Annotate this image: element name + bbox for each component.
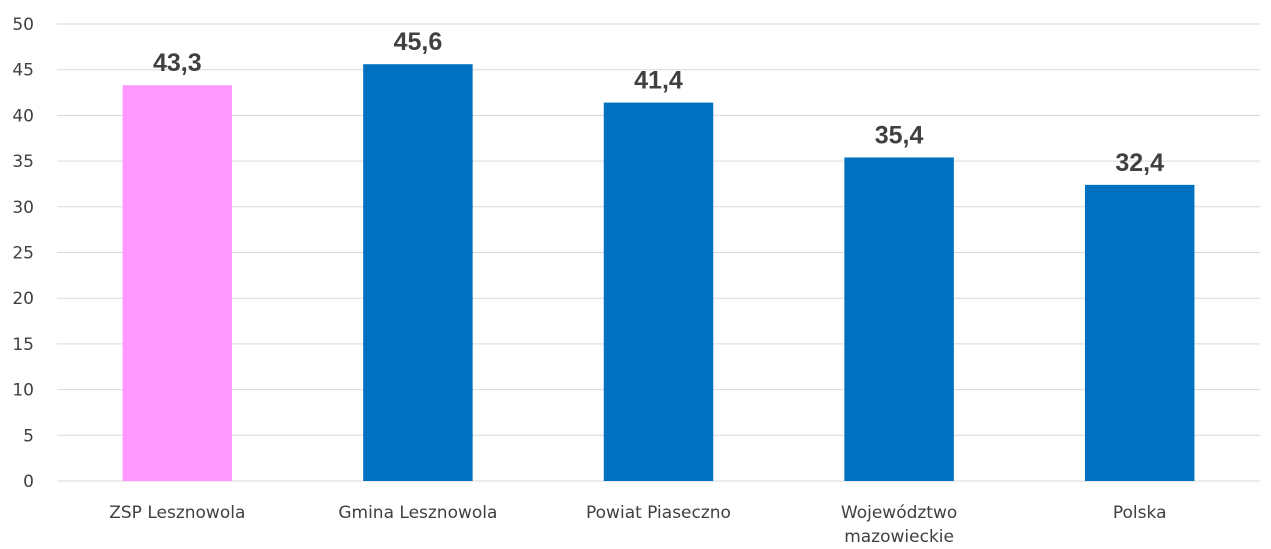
- x-category-label: Gmina Lesznowola: [338, 503, 497, 523]
- y-tick-label: 35: [12, 152, 34, 172]
- x-category-label: Polska: [1113, 503, 1167, 523]
- data-label: 43,3: [153, 49, 202, 77]
- bar: [844, 157, 954, 481]
- y-tick-label: 40: [12, 106, 34, 126]
- bar: [603, 102, 714, 481]
- data-label: 45,6: [394, 28, 443, 56]
- y-tick-label: 0: [23, 472, 34, 492]
- y-axis-tick-labels: 0 5 10 15 20 25 30 35 40 45 50: [12, 15, 34, 492]
- bar: [363, 64, 473, 481]
- data-labels: 43,3 45,6 41,4 35,4 32,4: [153, 28, 1164, 177]
- y-tick-label: 20: [12, 289, 34, 309]
- data-label: 41,4: [634, 67, 683, 95]
- y-tick-label: 50: [12, 15, 34, 35]
- x-axis-category-labels: ZSP Lesznowola Gmina Lesznowola Powiat Pia…: [109, 503, 1166, 547]
- y-tick-label: 15: [12, 335, 34, 355]
- x-category-label: Województwo mazowieckie: [841, 503, 957, 547]
- y-tick-label: 30: [12, 198, 34, 218]
- data-label: 35,4: [875, 121, 924, 149]
- y-tick-label: 45: [12, 61, 34, 81]
- bar: [122, 85, 233, 481]
- y-tick-label: 25: [12, 244, 34, 264]
- y-tick-label: 10: [12, 381, 34, 401]
- x-category-label: Powiat Piaseczno: [586, 503, 731, 523]
- y-tick-label: 5: [23, 426, 34, 446]
- bars: [122, 64, 1195, 481]
- bar: [1084, 184, 1195, 481]
- data-label: 32,4: [1115, 149, 1164, 177]
- x-category-label: ZSP Lesznowola: [109, 503, 245, 523]
